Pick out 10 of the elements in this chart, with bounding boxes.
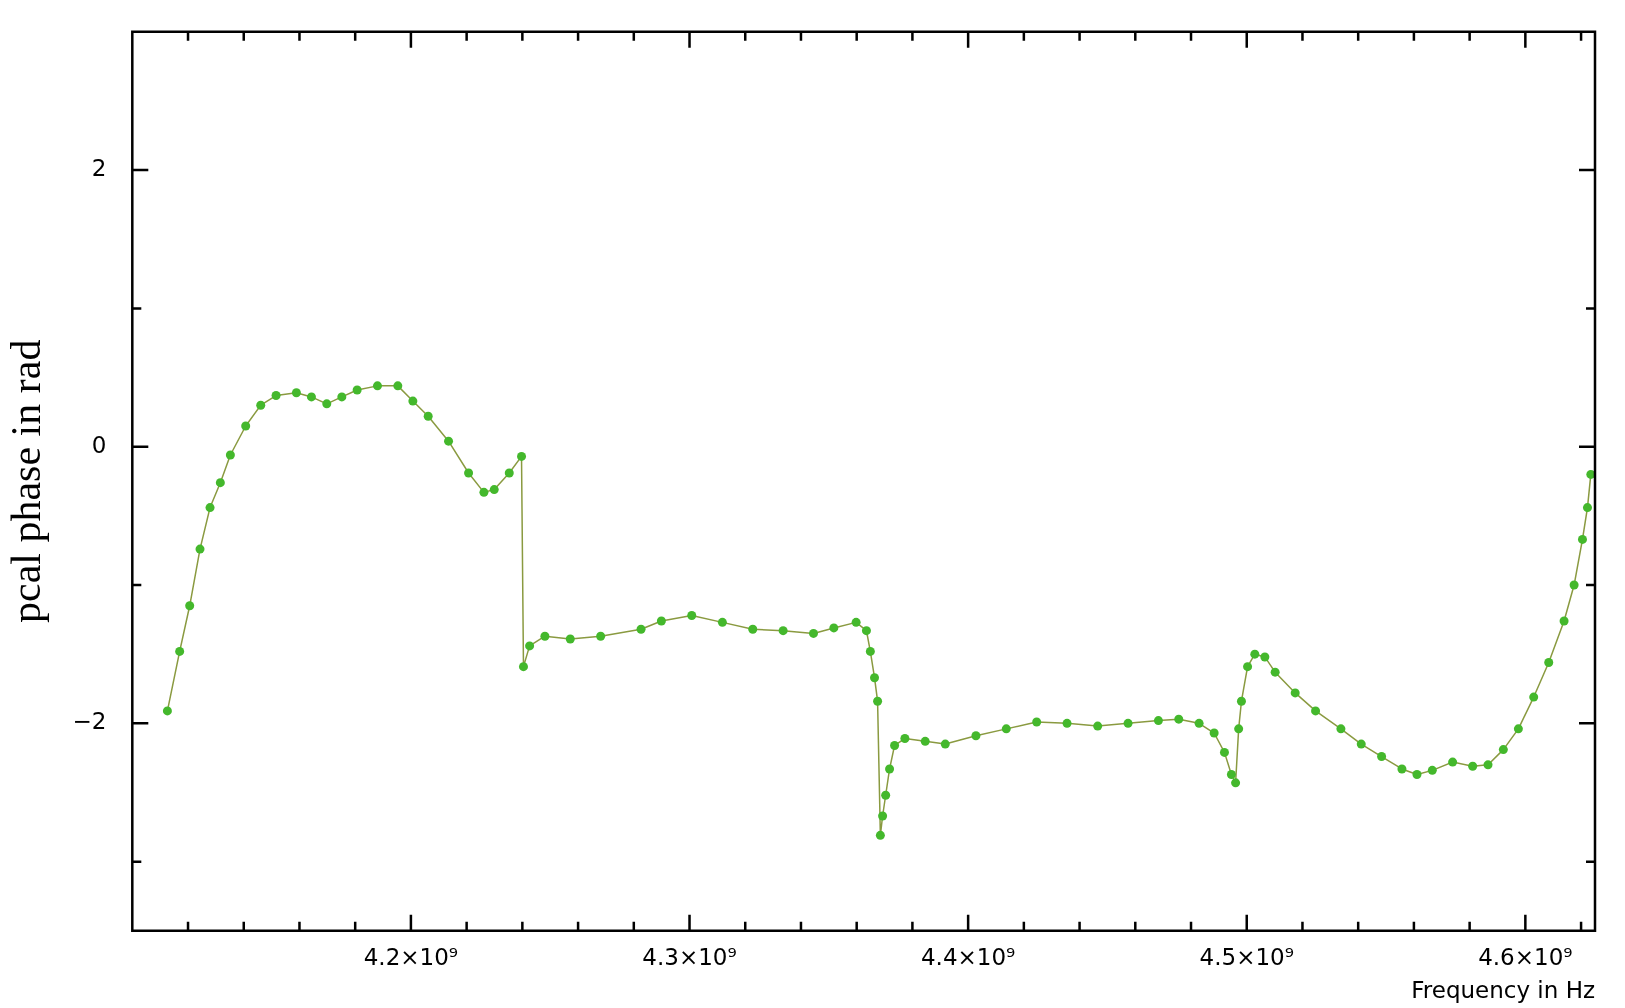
y-tick-label: 2 bbox=[91, 155, 107, 182]
x-tick-label: 4.5×10⁹ bbox=[1199, 943, 1294, 970]
y-axis-title: pcal phase in rad bbox=[3, 339, 50, 623]
y-tick-label: −2 bbox=[72, 708, 107, 735]
x-axis-title: Frequency in Hz bbox=[1411, 977, 1595, 1004]
x-tick-label: 4.2×10⁹ bbox=[363, 943, 459, 970]
y-tick-label: 0 bbox=[91, 431, 107, 458]
x-tick-label: 4.6×10⁹ bbox=[1478, 943, 1573, 970]
x-tick-label: 4.4×10⁹ bbox=[920, 943, 1016, 970]
x-tick-label: 4.3×10⁹ bbox=[642, 943, 737, 970]
